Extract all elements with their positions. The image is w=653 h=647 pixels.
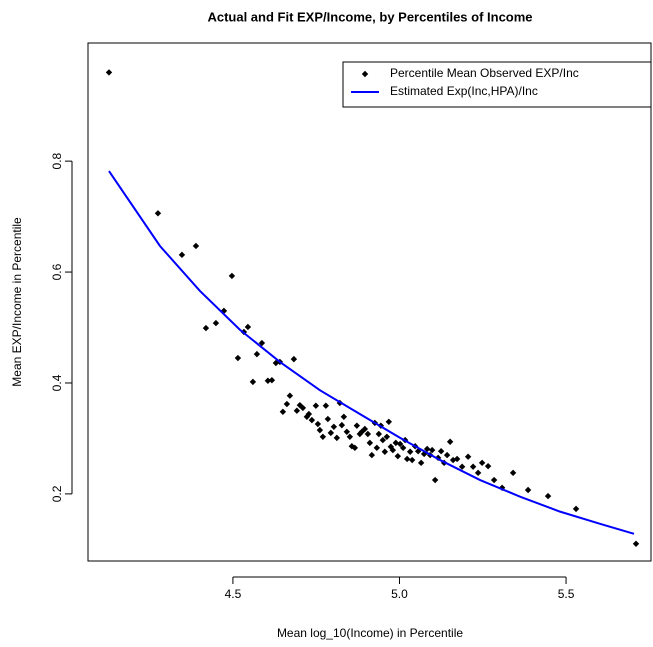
point: [228, 272, 236, 280]
legend-box: [342, 61, 652, 108]
point: [389, 446, 397, 454]
x-tick-label: 4.5: [225, 587, 242, 601]
point: [544, 492, 552, 500]
point: [192, 242, 200, 250]
point: [443, 451, 451, 459]
point: [403, 455, 411, 463]
point: [632, 540, 640, 548]
point: [346, 433, 354, 440]
point: [314, 420, 322, 428]
point: [105, 69, 113, 76]
point: [333, 434, 341, 442]
point: [293, 407, 301, 414]
point: [375, 430, 383, 438]
point: [343, 428, 351, 435]
point: [338, 421, 346, 429]
point: [316, 426, 324, 434]
point: [368, 451, 376, 459]
point: [330, 423, 338, 430]
point: [283, 400, 291, 408]
point: [417, 459, 425, 467]
point: [408, 456, 416, 464]
point: [458, 463, 466, 470]
point: [379, 436, 387, 444]
point: [361, 425, 369, 433]
point: [474, 469, 482, 477]
point: [469, 463, 477, 470]
legend-label: Estimated Exp(Inc,HPA)/Inc: [390, 84, 538, 98]
plot-box: [87, 42, 652, 562]
point: [319, 433, 327, 440]
point: [340, 413, 348, 421]
point: [268, 376, 276, 384]
y-tick-label: 0.2: [50, 485, 64, 502]
point: [453, 455, 461, 463]
point: [324, 415, 332, 423]
point: [220, 307, 228, 315]
point: [423, 445, 431, 453]
point: [399, 444, 407, 452]
point: [509, 469, 517, 477]
x-tick-label: 5.0: [391, 587, 408, 601]
fit-line: [108, 170, 635, 535]
point: [490, 476, 498, 484]
point: [290, 355, 298, 363]
point: [253, 350, 261, 358]
point: [258, 339, 266, 347]
point: [286, 392, 294, 399]
point: [392, 439, 400, 447]
point: [154, 210, 162, 217]
point: [431, 476, 439, 484]
chart-title: Actual and Fit EXP/Income, by Percentile…: [207, 9, 532, 24]
y-tick-label: 0.4: [50, 374, 64, 391]
point: [353, 422, 361, 429]
point: [264, 377, 272, 384]
point: [279, 408, 287, 416]
legend-swatch: [361, 70, 369, 78]
point: [446, 438, 454, 445]
point: [178, 251, 186, 259]
point: [308, 416, 316, 424]
point: [322, 402, 330, 409]
point: [373, 444, 381, 452]
point: [383, 433, 391, 440]
point: [327, 429, 335, 437]
point: [249, 378, 257, 386]
x-tick-label: 5.5: [558, 587, 575, 601]
point: [212, 319, 220, 327]
point: [484, 462, 492, 470]
y-tick-label: 0.6: [50, 263, 64, 280]
point: [364, 430, 372, 438]
point: [428, 446, 436, 454]
point: [396, 440, 404, 448]
point: [406, 448, 414, 455]
point: [394, 452, 402, 460]
point: [464, 453, 472, 460]
point: [385, 418, 393, 425]
point: [305, 410, 313, 418]
point: [478, 459, 486, 467]
x-axis-label: Mean log_10(Income) in Percentile: [277, 626, 463, 640]
point: [234, 354, 242, 362]
y-tick-label: 0.8: [50, 152, 64, 169]
point: [312, 402, 320, 409]
point: [299, 404, 307, 412]
point: [366, 439, 374, 447]
point: [351, 444, 359, 452]
y-axis-label: Mean EXP/Income in Percentile: [10, 217, 24, 387]
point: [381, 448, 389, 455]
point: [244, 323, 252, 331]
point: [524, 486, 532, 494]
point: [572, 505, 580, 513]
point: [437, 447, 445, 455]
legend-label: Percentile Mean Observed EXP/Inc: [390, 66, 579, 80]
point: [202, 324, 210, 332]
